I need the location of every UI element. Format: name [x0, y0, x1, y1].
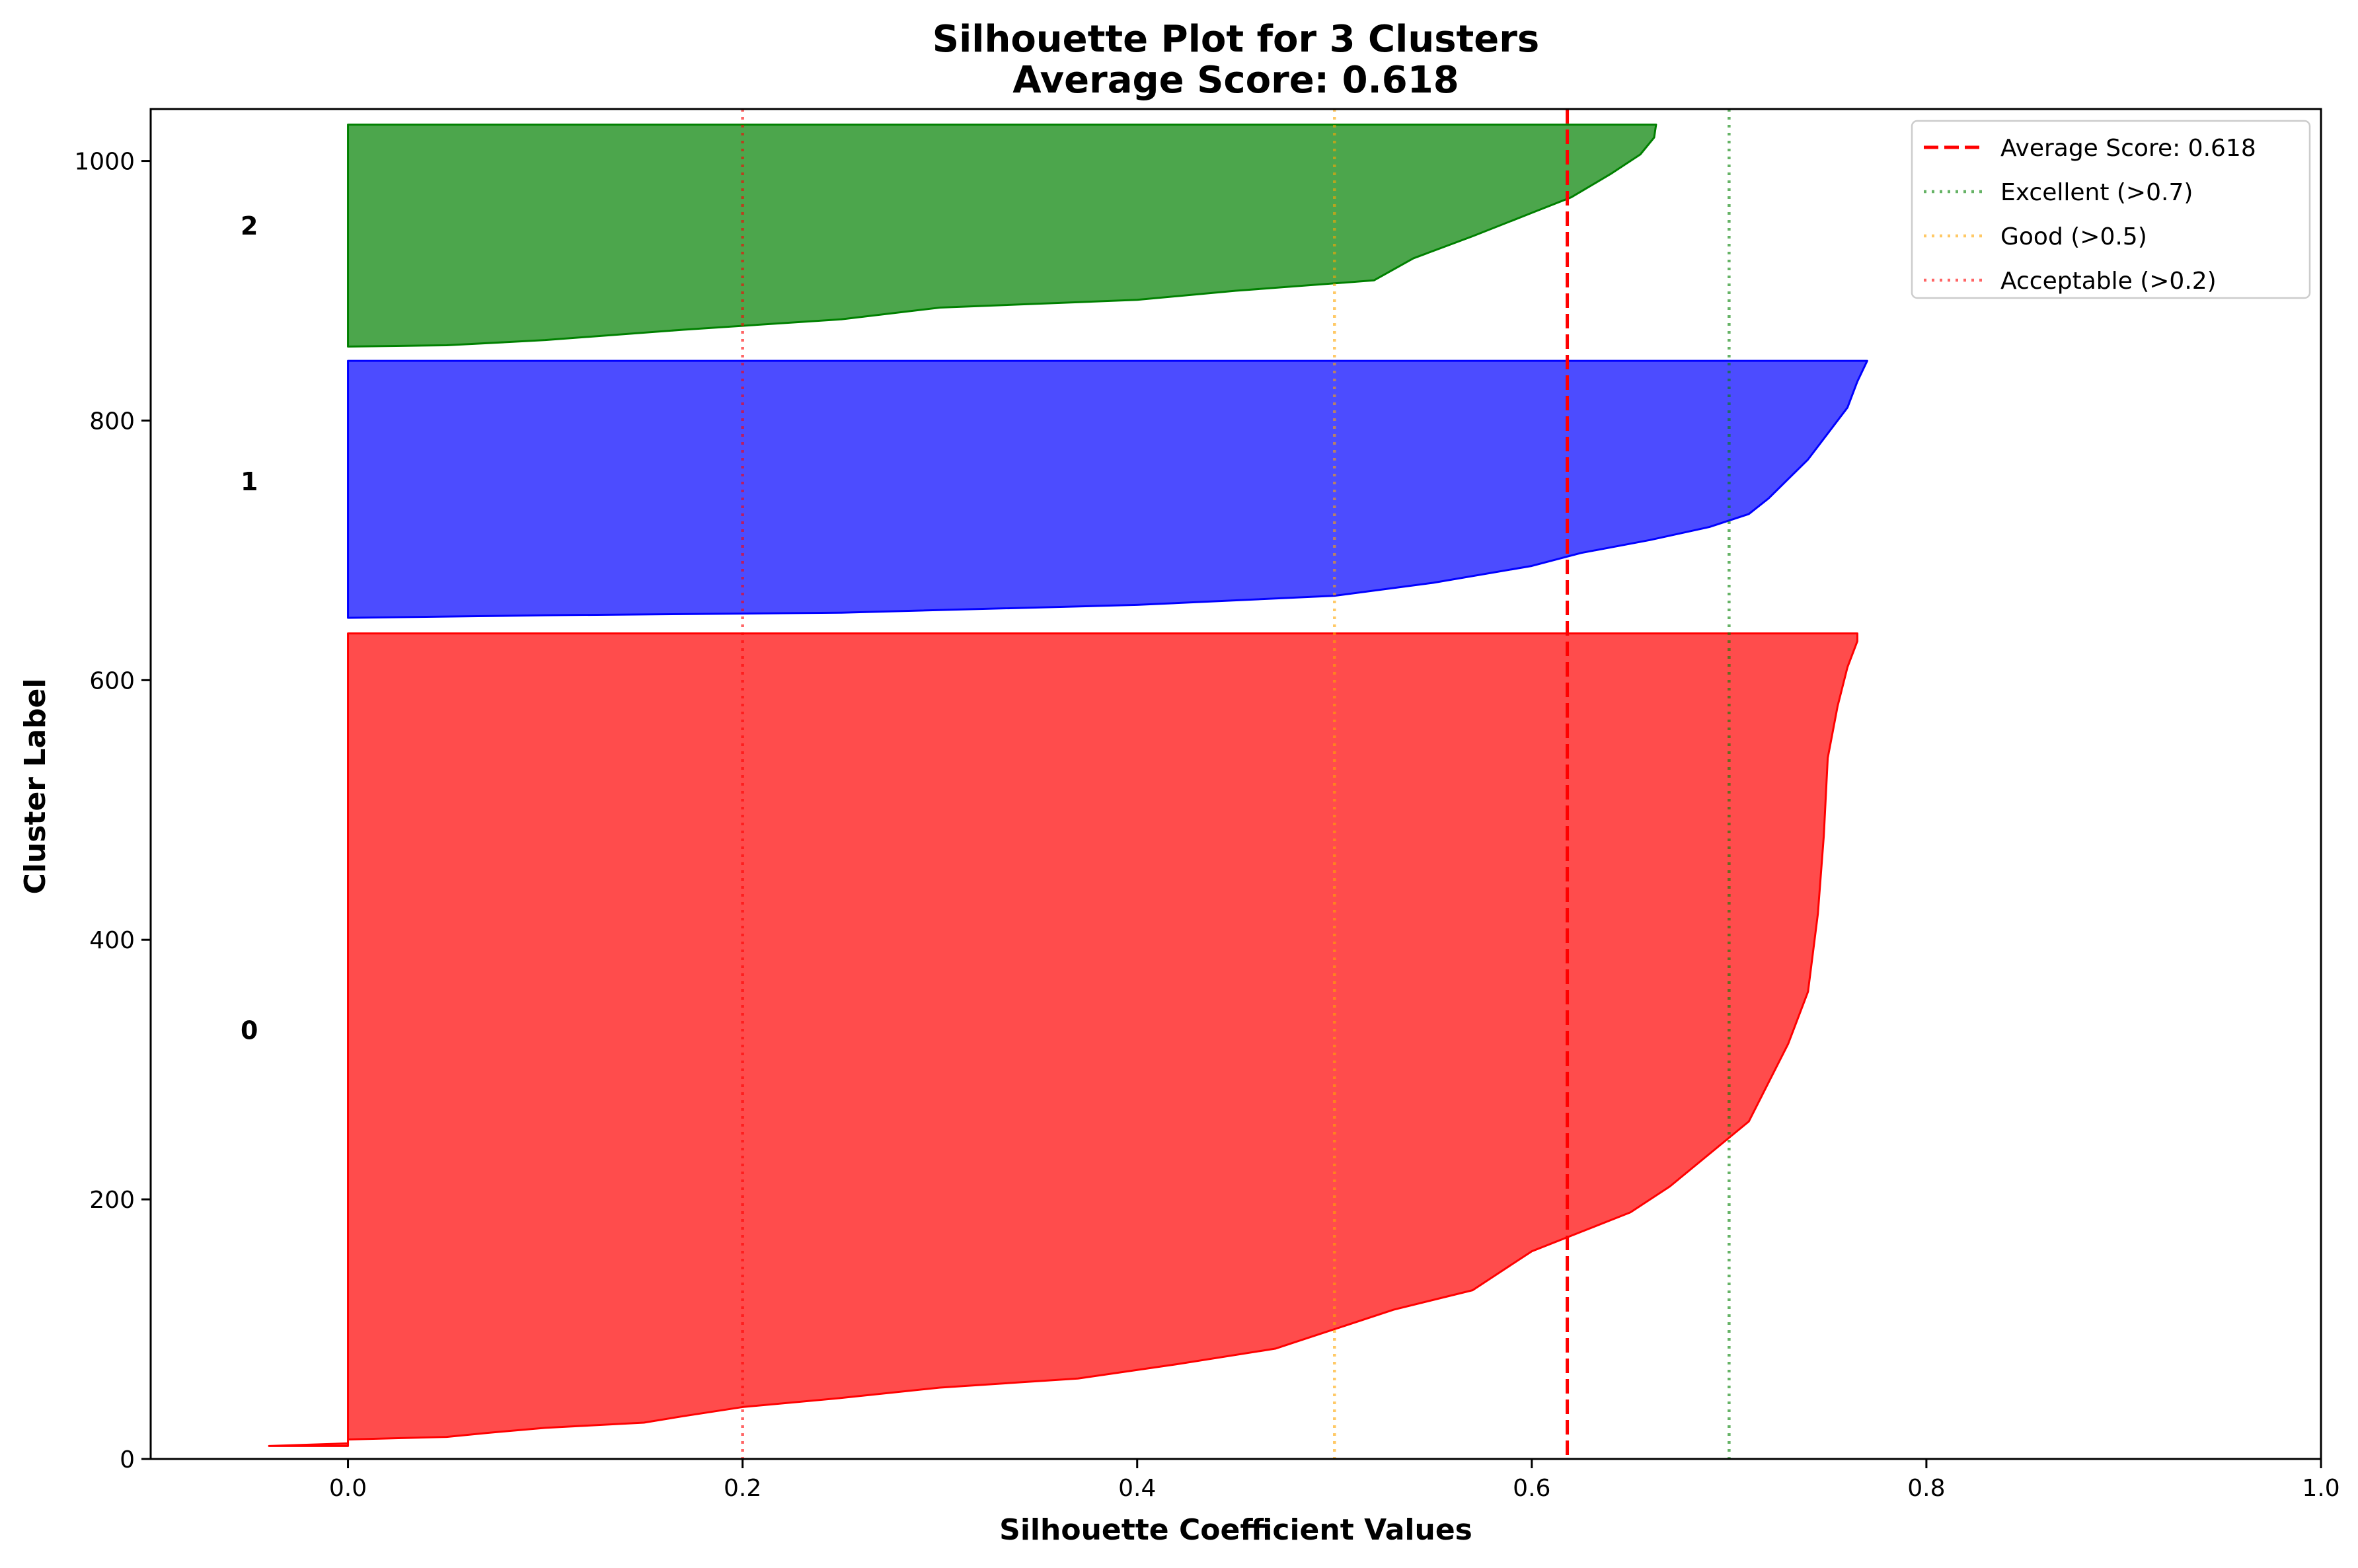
y-tick-label: 800	[89, 408, 135, 435]
x-axis-label: Silhouette Coefficient Values	[999, 1513, 1472, 1547]
y-axis-label: Cluster Label	[19, 679, 52, 895]
legend-entry-label: Acceptable (>0.2)	[2000, 268, 2217, 295]
legend-entry-label: Excellent (>0.7)	[2000, 179, 2193, 206]
y-tick-label: 200	[89, 1187, 135, 1214]
x-tick-label: 0.2	[724, 1475, 761, 1502]
y-tick-label: 0	[120, 1446, 135, 1474]
y-tick-label: 600	[89, 667, 135, 694]
reference-lines	[741, 109, 1731, 1459]
y-tick-label: 1000	[74, 149, 135, 176]
x-tick-label: 0.4	[1118, 1475, 1156, 1502]
x-axis-ticks: 0.0 0.2 0.4 0.6 0.8 1.0	[329, 1459, 2340, 1502]
plot-frame	[149, 108, 2322, 1460]
chart-subtitle: Average Score: 0.618	[1012, 59, 1459, 102]
cluster-0-area	[268, 632, 1858, 1447]
legend: Average Score: 0.618 Excellent (>0.7) Good…	[1911, 120, 2311, 299]
cluster-2-label: 2	[241, 211, 258, 241]
silhouette-areas	[268, 124, 1868, 1447]
legend-entry-label: Good (>0.5)	[2000, 223, 2147, 250]
y-tick-label: 400	[89, 927, 135, 954]
x-tick-label: 1.0	[2302, 1475, 2339, 1502]
cluster-1-area	[347, 359, 1868, 619]
cluster-1-label: 1	[241, 467, 258, 496]
chart-title: Silhouette Plot for 3 Clusters	[932, 18, 1540, 61]
cluster-2-area	[347, 124, 1657, 348]
y-axis-ticks: 0 200 400 600 800 1000	[74, 149, 151, 1474]
x-tick-label: 0.8	[1907, 1475, 1945, 1502]
cluster-0-label: 0	[241, 1016, 258, 1045]
legend-box	[1911, 120, 2311, 299]
x-tick-label: 0.0	[329, 1475, 367, 1502]
cluster-labels: 0 1 2	[241, 211, 258, 1045]
legend-entry-label: Average Score: 0.618	[2000, 135, 2256, 162]
x-tick-label: 0.6	[1513, 1475, 1550, 1502]
